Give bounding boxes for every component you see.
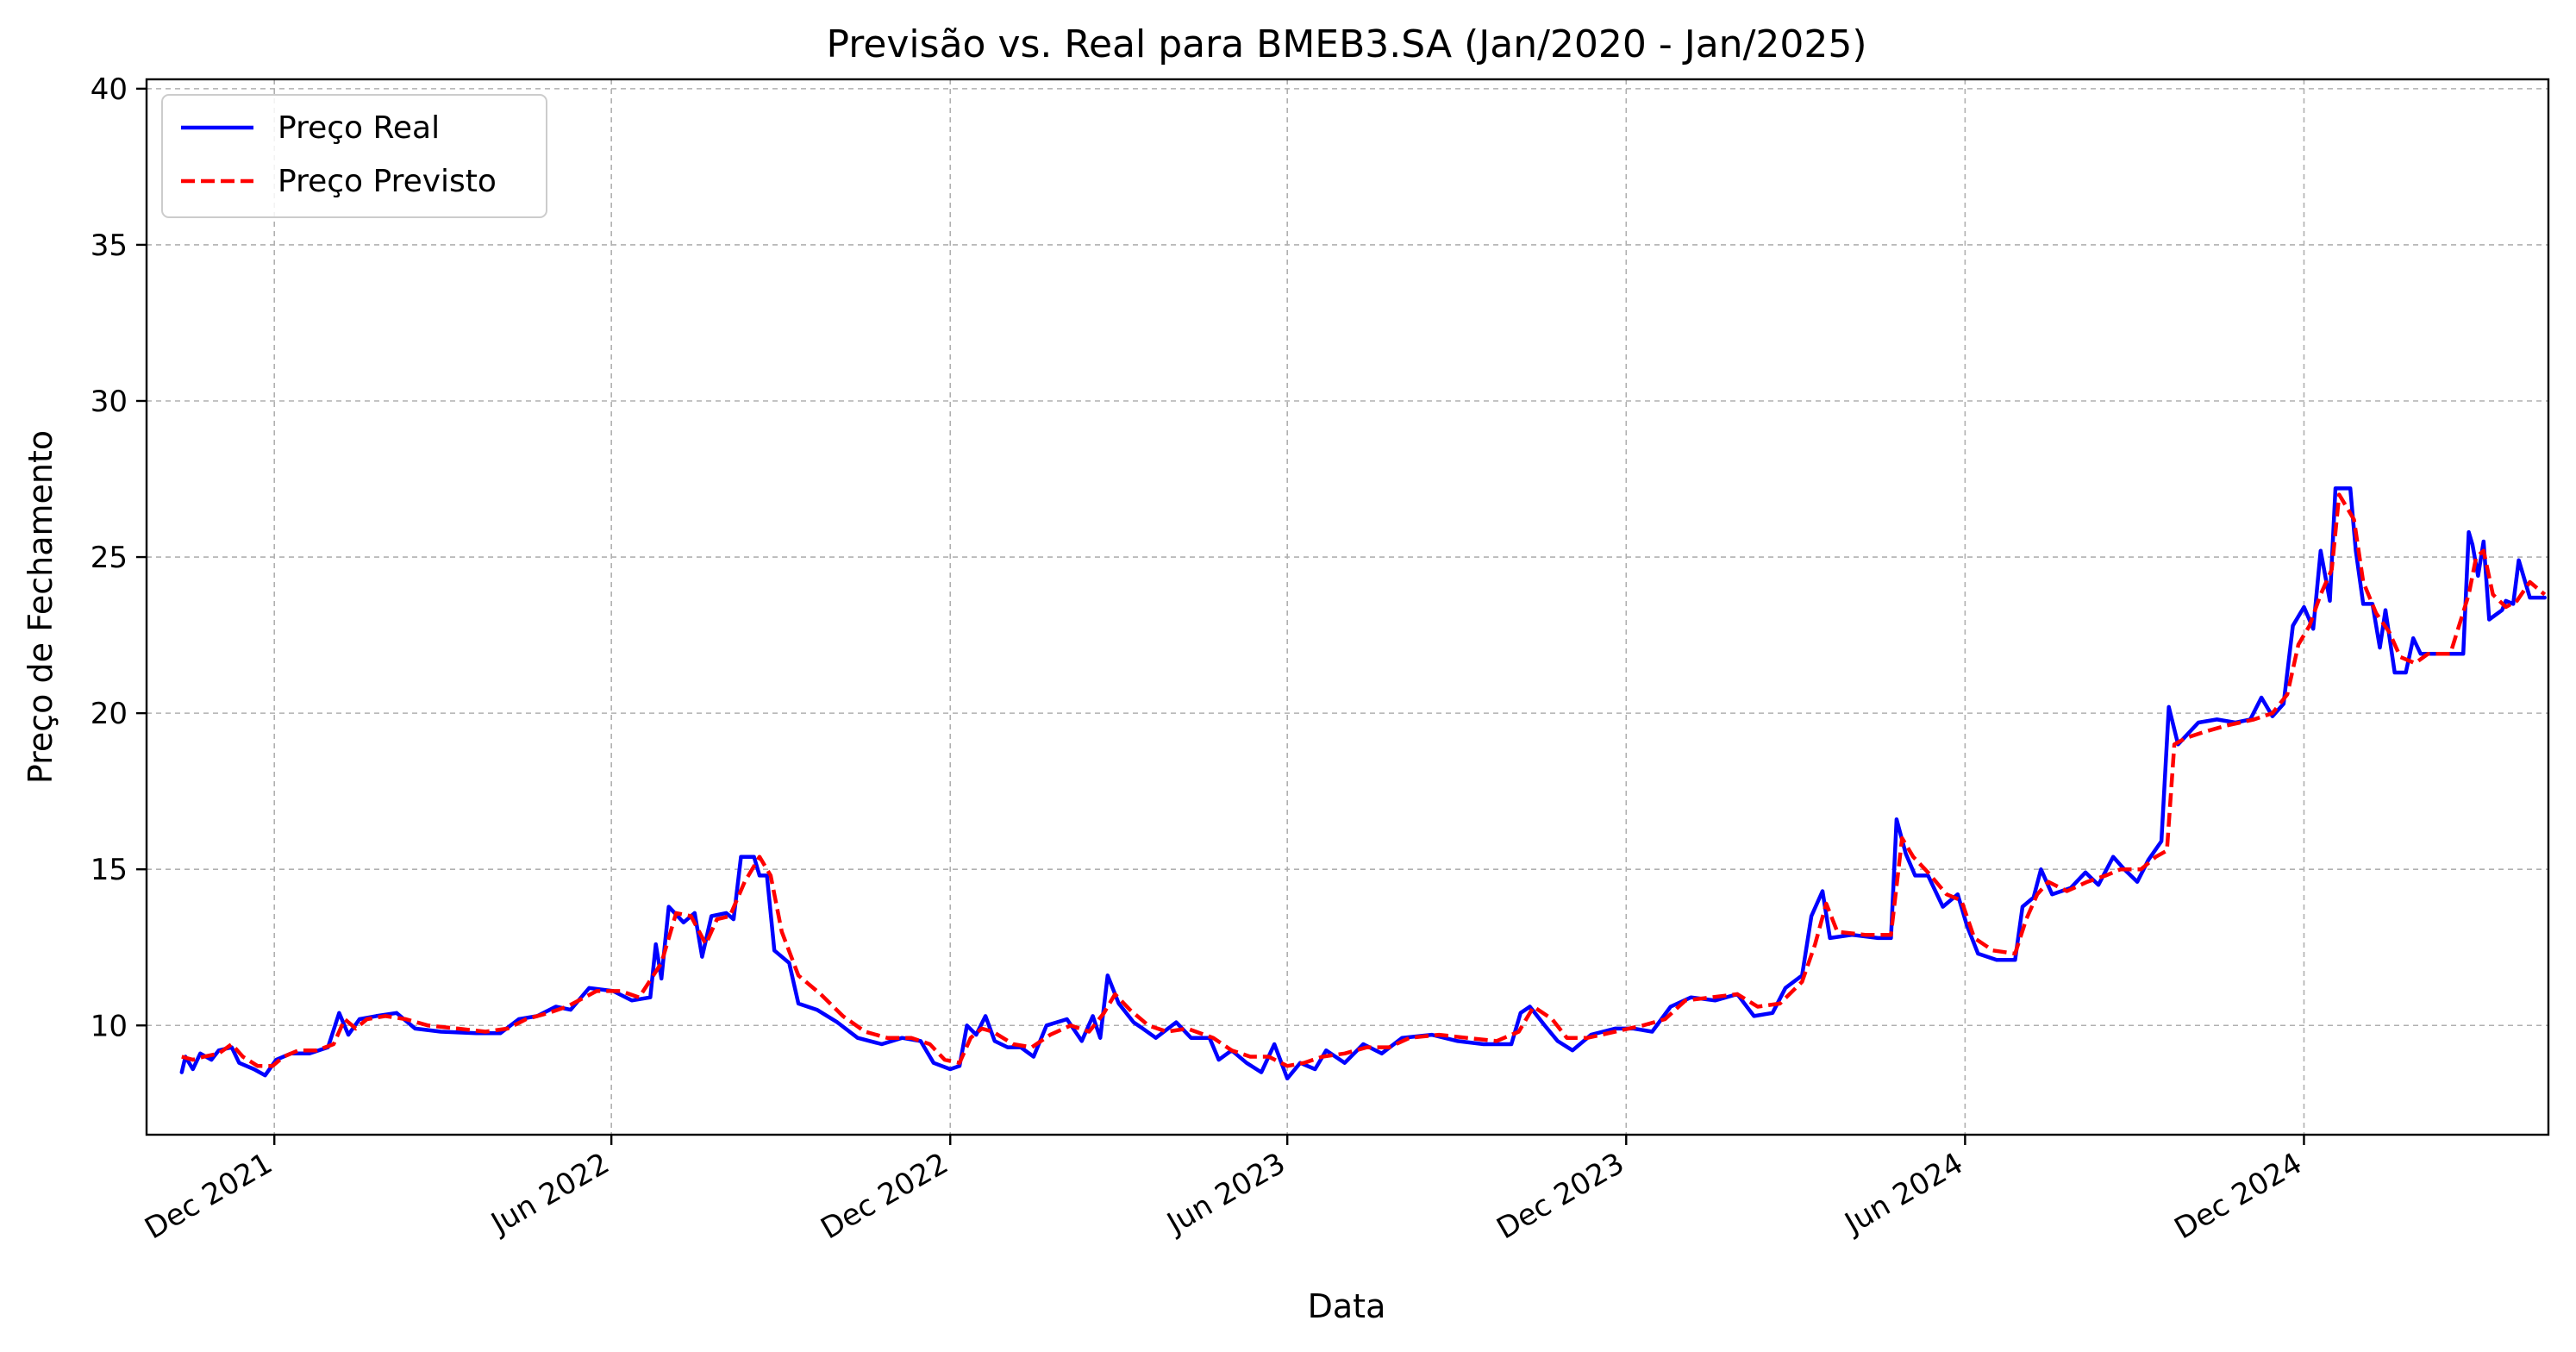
y-tick-label-40: 40 [91,72,128,107]
legend: Preço Real Preço Previsto [161,94,547,218]
plot-frame [145,78,2550,1136]
legend-label-preco-real: Preço Real [278,110,440,146]
series-layer [179,486,2547,1081]
y-tick-label-20: 20 [91,697,128,731]
grid [147,79,2548,1135]
series-line-preco-real [179,486,2547,1081]
series-line-preco-previsto [181,492,2547,1068]
y-tick-label-10: 10 [91,1009,128,1043]
y-tick-label-35: 35 [91,228,128,263]
y-tick-label-15: 15 [91,853,128,887]
y-axis: 10 15 20 25 30 35 40 [91,72,147,1043]
legend-label-preco-previsto: Preço Previsto [278,164,497,199]
x-axis-label: Data [1308,1287,1386,1325]
y-tick-label-30: 30 [91,385,128,419]
legend-box [161,94,547,218]
y-tick-label-25: 25 [91,541,128,575]
chart-title: Previsão vs. Real para BMEB3.SA (Jan/202… [826,22,1866,66]
y-axis-label: Preço de Fechamento [22,430,59,784]
